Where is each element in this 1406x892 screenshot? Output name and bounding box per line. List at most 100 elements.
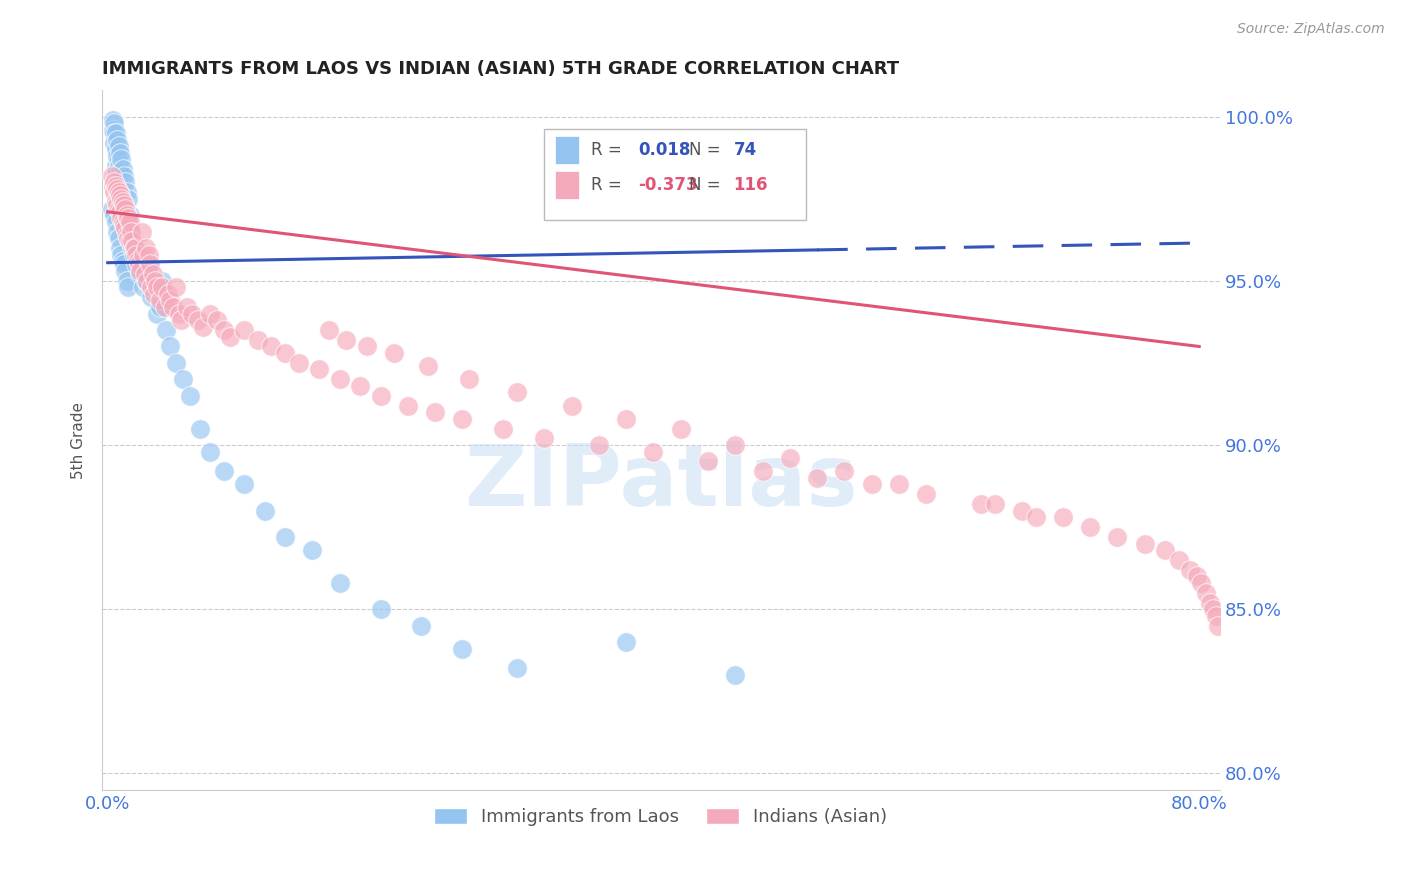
Point	[1078, 520, 1101, 534]
Point	[131, 225, 153, 239]
Point	[983, 497, 1005, 511]
Point	[124, 241, 146, 255]
Point	[212, 323, 235, 337]
Point	[132, 280, 155, 294]
Point	[114, 221, 136, 235]
Point	[128, 257, 150, 271]
Point	[108, 165, 131, 179]
Text: 74: 74	[734, 141, 756, 159]
Point	[111, 162, 134, 177]
Point	[724, 438, 747, 452]
Point	[104, 159, 127, 173]
Point	[301, 543, 323, 558]
Point	[146, 307, 169, 321]
Point	[105, 149, 128, 163]
Point	[103, 185, 125, 199]
Point	[172, 372, 194, 386]
Point	[1202, 602, 1225, 616]
Point	[108, 182, 131, 196]
Point	[110, 153, 132, 167]
Text: 116: 116	[734, 176, 768, 194]
Point	[533, 432, 555, 446]
Point	[117, 280, 139, 294]
Point	[101, 112, 124, 127]
Point	[101, 122, 124, 136]
Point	[148, 300, 170, 314]
Point	[108, 145, 131, 160]
Point	[105, 182, 128, 196]
Point	[150, 274, 173, 288]
Point	[212, 464, 235, 478]
Bar	[555, 170, 579, 199]
Point	[205, 313, 228, 327]
Point	[138, 247, 160, 261]
Point	[104, 194, 127, 209]
Point	[141, 290, 163, 304]
Point	[101, 178, 124, 193]
Point	[111, 194, 134, 209]
Point	[1154, 543, 1177, 558]
Point	[115, 274, 138, 288]
Point	[335, 333, 357, 347]
Point	[1052, 510, 1074, 524]
Point	[233, 323, 256, 337]
Point	[349, 379, 371, 393]
Point	[136, 274, 159, 288]
Point	[329, 576, 352, 591]
Point	[190, 421, 212, 435]
Point	[117, 231, 139, 245]
Point	[318, 323, 340, 337]
Point	[806, 471, 828, 485]
Point	[724, 668, 747, 682]
Point	[396, 399, 419, 413]
Point	[1107, 530, 1129, 544]
Point	[124, 241, 146, 255]
Point	[107, 139, 129, 153]
Point	[120, 225, 142, 239]
Point	[145, 274, 167, 288]
Point	[132, 247, 155, 261]
Point	[142, 267, 165, 281]
Point	[423, 405, 446, 419]
Point	[155, 323, 177, 337]
Point	[122, 247, 145, 261]
Point	[153, 300, 176, 314]
Point	[115, 208, 138, 222]
Point	[356, 339, 378, 353]
Point	[117, 211, 139, 226]
Point	[370, 389, 392, 403]
Point	[108, 204, 131, 219]
Point	[1205, 608, 1227, 623]
Point	[1195, 586, 1218, 600]
Text: R =: R =	[591, 176, 621, 194]
Point	[118, 208, 141, 222]
FancyBboxPatch shape	[544, 128, 806, 219]
Point	[118, 235, 141, 249]
Point	[104, 126, 127, 140]
Point	[112, 218, 135, 232]
Point	[1133, 536, 1156, 550]
Text: Source: ZipAtlas.com: Source: ZipAtlas.com	[1237, 22, 1385, 37]
Point	[108, 188, 131, 202]
Text: 0.018: 0.018	[638, 141, 690, 159]
Point	[170, 313, 193, 327]
Point	[112, 169, 135, 183]
Point	[643, 444, 665, 458]
Point	[143, 287, 166, 301]
Point	[614, 411, 637, 425]
Point	[181, 307, 204, 321]
Point	[107, 231, 129, 245]
Text: ZIPatlas: ZIPatlas	[464, 441, 858, 524]
Point	[308, 362, 330, 376]
Point	[179, 389, 201, 403]
Point	[111, 182, 134, 196]
Point	[860, 477, 883, 491]
Point	[669, 421, 692, 435]
Point	[614, 635, 637, 649]
Point	[115, 227, 138, 242]
Point	[105, 225, 128, 239]
Point	[159, 339, 181, 353]
Point	[121, 241, 143, 255]
Point	[233, 477, 256, 491]
Point	[107, 202, 129, 216]
